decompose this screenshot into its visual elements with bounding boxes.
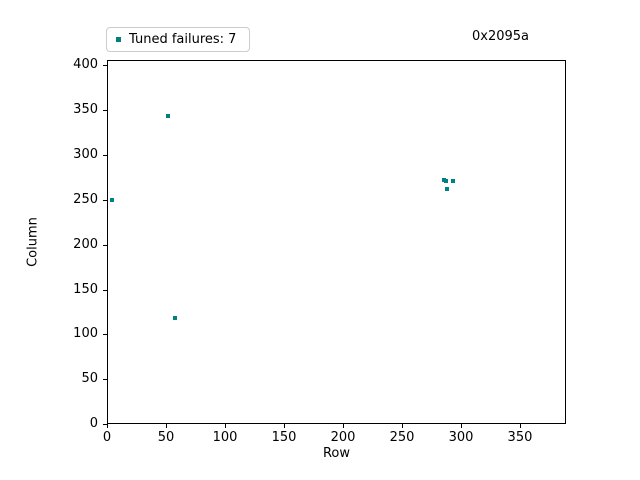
scatter-point (444, 187, 449, 192)
y-tick-label: 150 (73, 281, 98, 297)
x-axis-label: Row (322, 446, 351, 461)
scatter-point (443, 179, 448, 184)
x-tick-mark (107, 424, 108, 428)
x-tick-mark (342, 424, 344, 428)
x-tick-label: 350 (507, 430, 533, 445)
scatter-point (173, 316, 178, 321)
x-tick-label: 0 (102, 430, 112, 445)
y-tick-mark (103, 155, 107, 157)
y-tick-mark (103, 65, 107, 67)
scatter-point (166, 113, 171, 118)
plot-area (107, 60, 566, 424)
y-axis-label: Column (25, 217, 41, 267)
y-tick-mark (103, 199, 107, 201)
y-tick-label: 0 (89, 416, 98, 431)
y-tick-label: 250 (73, 191, 98, 207)
legend: Tuned failures: 7 (106, 27, 251, 52)
y-tick-mark (103, 334, 107, 336)
x-tick-mark (165, 424, 167, 428)
y-tick-mark (103, 379, 107, 381)
x-tick-label: 300 (448, 430, 474, 445)
y-tick-mark (103, 289, 107, 291)
y-tick-mark (103, 244, 107, 246)
annotation-hex-id: 0x2095a (472, 29, 530, 44)
x-tick-label: 200 (330, 430, 356, 445)
x-tick-label: 150 (271, 430, 297, 445)
y-tick-mark (103, 424, 107, 425)
x-tick-mark (401, 424, 403, 428)
x-tick-label: 100 (212, 430, 238, 445)
x-tick-mark (224, 424, 226, 428)
x-tick-mark (283, 424, 285, 428)
y-tick-mark (103, 110, 107, 112)
scatter-point (109, 197, 114, 202)
y-tick-label: 400 (73, 57, 98, 73)
x-tick-label: 50 (157, 430, 175, 445)
x-tick-mark (460, 424, 462, 428)
legend-marker-square-icon (116, 37, 121, 42)
y-tick-label: 350 (73, 102, 98, 118)
y-tick-label: 100 (73, 326, 98, 342)
y-tick-label: 50 (81, 371, 98, 387)
y-tick-label: 300 (73, 147, 98, 163)
x-tick-label: 250 (389, 430, 415, 445)
y-tick-label: 200 (73, 236, 98, 252)
legend-label: Tuned failures: 7 (129, 32, 237, 47)
x-tick-mark (519, 424, 521, 428)
scatter-point (450, 179, 455, 184)
